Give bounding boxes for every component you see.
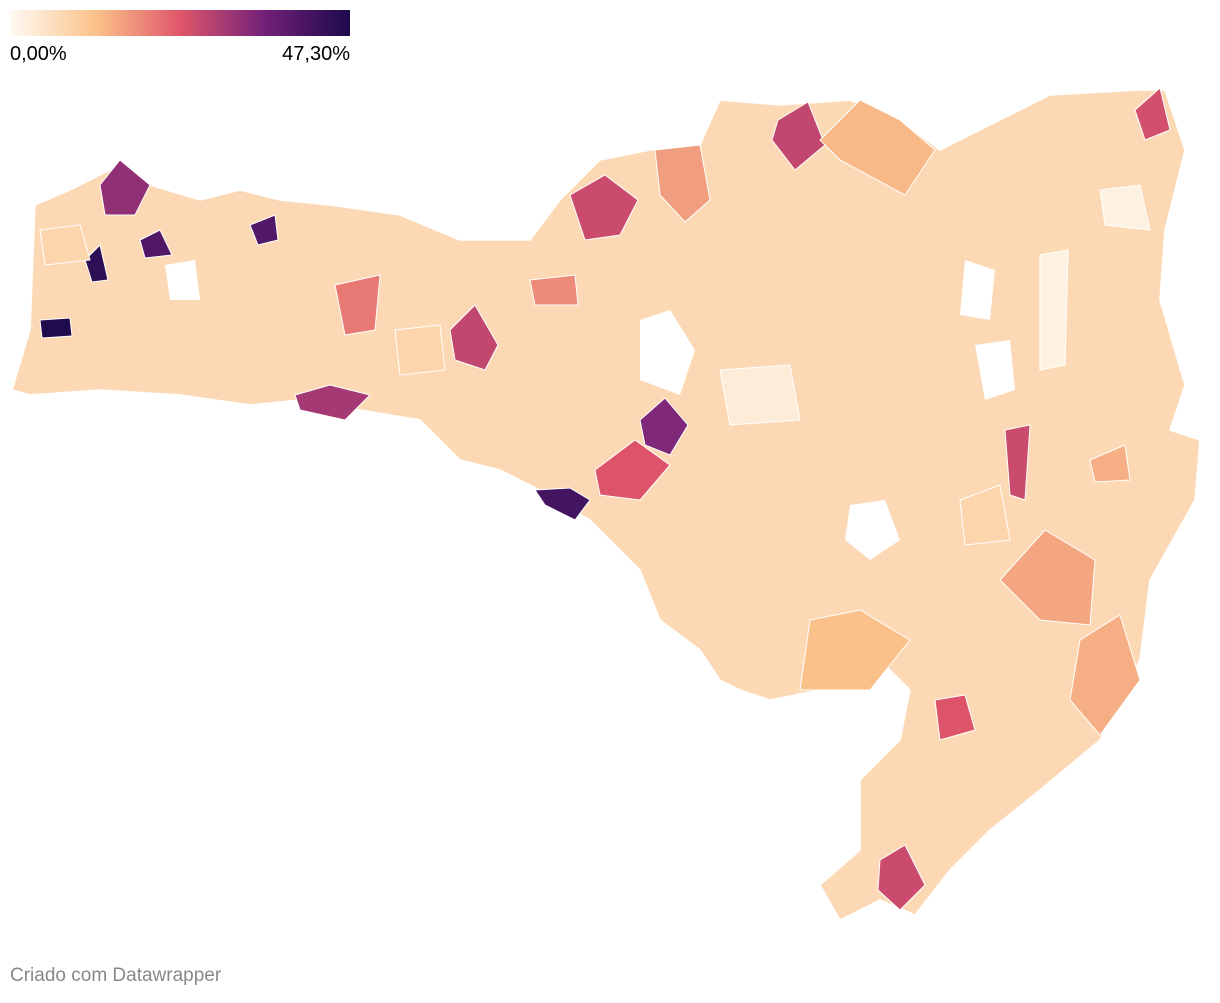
no-data xyxy=(975,340,1015,400)
municipality xyxy=(999,529,1096,626)
municipality xyxy=(1069,614,1141,736)
municipality xyxy=(449,304,499,371)
municipality xyxy=(334,274,381,336)
municipality xyxy=(39,317,73,339)
municipality xyxy=(654,144,711,223)
no-data xyxy=(845,500,900,560)
legend-gradient xyxy=(10,10,350,36)
municipality xyxy=(771,101,826,171)
municipality xyxy=(139,229,173,259)
municipality xyxy=(39,224,91,266)
municipalities xyxy=(39,87,1171,911)
municipality xyxy=(594,439,671,501)
municipality xyxy=(84,244,109,283)
legend-min-label: 0,00% xyxy=(10,43,67,65)
municipality xyxy=(249,214,279,246)
municipality xyxy=(799,609,911,691)
legend-max-label: 47,30% xyxy=(282,43,350,65)
municipality xyxy=(819,99,936,196)
no-data xyxy=(960,260,995,320)
municipality xyxy=(294,384,371,421)
municipality xyxy=(569,174,639,241)
municipality xyxy=(394,324,446,376)
municipality xyxy=(719,364,801,426)
municipality xyxy=(959,484,1011,546)
no-data xyxy=(640,310,695,395)
municipality xyxy=(1004,424,1031,501)
state-outline xyxy=(11,89,1201,921)
municipality xyxy=(877,844,926,911)
municipality xyxy=(99,159,151,216)
municipality xyxy=(1099,184,1151,231)
municipality xyxy=(1134,87,1171,141)
municipality xyxy=(529,274,579,306)
municipality xyxy=(934,694,976,741)
municipality xyxy=(1089,444,1131,483)
footer: Criado com Datawrapper xyxy=(10,965,222,986)
no-data xyxy=(165,260,200,300)
no-data-areas xyxy=(165,260,1015,560)
municipality xyxy=(639,397,689,456)
municipality xyxy=(1039,249,1069,371)
municipality xyxy=(534,487,591,521)
